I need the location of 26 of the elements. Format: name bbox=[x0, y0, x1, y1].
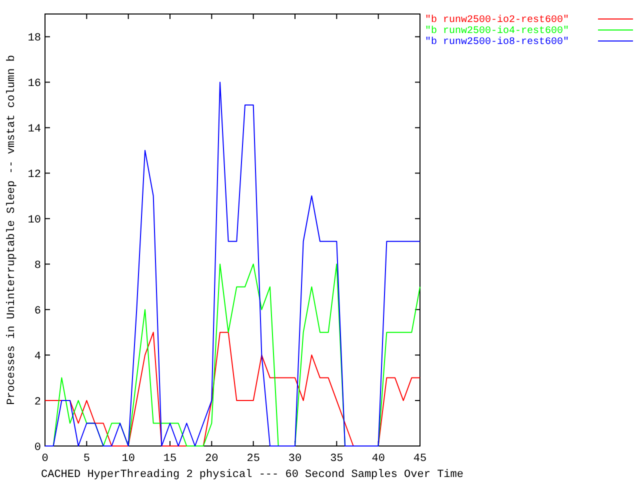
y-tick-label: 8 bbox=[34, 260, 41, 272]
y-tick-label: 2 bbox=[34, 396, 41, 409]
x-axis-title: CACHED HyperThreading 2 physical --- 60 Second Samples Over Time bbox=[41, 469, 464, 480]
y-tick-label: 18 bbox=[28, 32, 41, 45]
text: "b runw2500-io8-rest600" bbox=[425, 36, 570, 48]
x-tick-label: 40 bbox=[372, 453, 385, 465]
y-tick-label: 6 bbox=[34, 306, 41, 318]
x-tick-label: 30 bbox=[288, 453, 302, 465]
y-tick-label: 4 bbox=[34, 351, 42, 364]
text: "b runw2500-io2-rest600" bbox=[425, 14, 570, 26]
y-axis-title: Processes in Uninterruptable Sleep -- vmstat column b bbox=[6, 55, 18, 405]
y-tick-label: 16 bbox=[28, 78, 41, 90]
y-tick-label: 14 bbox=[28, 124, 42, 136]
x-tick-label: 25 bbox=[246, 453, 260, 465]
x-tick-label: 15 bbox=[163, 453, 177, 465]
x-tick-label: 20 bbox=[205, 453, 218, 465]
x-tick-label: 35 bbox=[330, 453, 344, 465]
text: "b runw2500-io4-rest600" bbox=[425, 25, 570, 37]
x-tick-label: 10 bbox=[122, 453, 135, 465]
y-tick-label: 12 bbox=[28, 169, 41, 182]
x-tick-label: 5 bbox=[83, 453, 90, 465]
y-tick-label: 0 bbox=[34, 442, 41, 454]
y-tick-label: 10 bbox=[28, 214, 41, 227]
x-tick-label: 45 bbox=[413, 453, 427, 465]
line-series bbox=[44, 82, 420, 446]
line-series bbox=[44, 332, 420, 446]
